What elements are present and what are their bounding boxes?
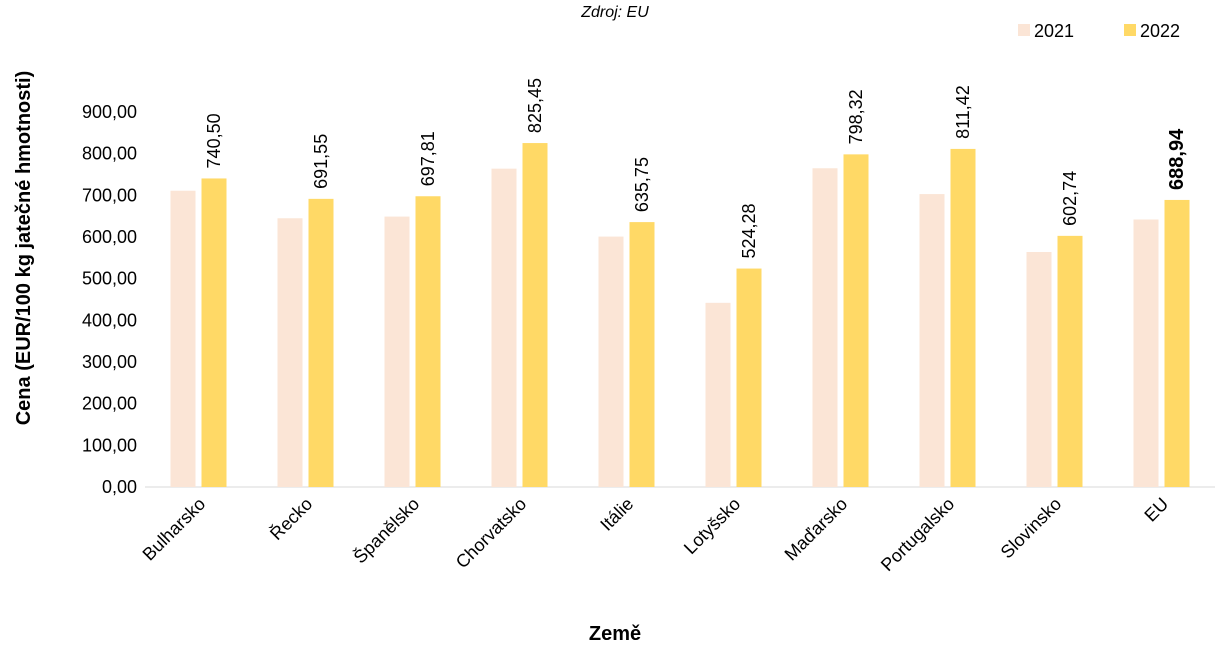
bar-2021 (1133, 219, 1159, 487)
data-label: 602,74 (1060, 171, 1080, 226)
y-tick-label: 600,00 (82, 227, 137, 247)
x-tick-label: EU (1140, 494, 1172, 526)
x-tick-label: Itálie (596, 494, 637, 535)
x-axis-title: Země (589, 623, 641, 645)
data-label: 635,75 (632, 157, 652, 212)
x-tick-label: Maďarsko (781, 494, 852, 565)
y-axis-title: Cena (EUR/100 kg jatečné hmotnosti) (13, 71, 35, 426)
bar-2022 (1057, 235, 1083, 487)
y-tick-label: 200,00 (82, 394, 137, 414)
bar-2021 (1026, 252, 1052, 487)
legend-swatch-2022 (1124, 24, 1136, 36)
y-tick-label: 300,00 (82, 352, 137, 372)
bar-2022 (736, 268, 762, 487)
bar-2021 (491, 168, 517, 487)
x-tick-label: Bulharsko (139, 494, 210, 565)
x-tick-label: Chorvatsko (452, 494, 531, 573)
chart-source-note: Zdroj: EU (581, 4, 649, 21)
x-tick-label: Slovinsko (997, 494, 1066, 563)
bar-2021 (598, 236, 624, 487)
legend-swatch-2021 (1018, 24, 1030, 36)
y-tick-label: 0,00 (102, 477, 137, 497)
bar-2022 (201, 178, 227, 488)
data-label: 811,42 (953, 85, 973, 139)
x-tick-label: Portugalsko (877, 494, 958, 575)
bar-2021 (705, 302, 731, 487)
y-tick-label: 700,00 (82, 185, 137, 205)
y-tick-label: 500,00 (82, 269, 137, 289)
x-tick-label: Lotyšsko (680, 494, 744, 558)
y-tick-label: 800,00 (82, 144, 137, 164)
x-tick-label: Španělsko (349, 493, 423, 567)
bar-2021 (919, 194, 945, 488)
x-tick-label: Řecko (266, 494, 316, 544)
bar-2021 (812, 168, 838, 487)
bar-2022 (308, 198, 334, 487)
legend-label-2022: 2022 (1140, 21, 1180, 41)
legend-label-2021: 2021 (1034, 21, 1074, 41)
y-tick-label: 400,00 (82, 310, 137, 330)
bar-2021 (277, 218, 303, 487)
data-label: 697,81 (418, 131, 438, 186)
bar-2022 (843, 154, 869, 487)
data-label: 740,50 (204, 113, 224, 168)
y-tick-label: 100,00 (82, 435, 137, 455)
data-label: 691,55 (311, 134, 331, 189)
bar-2021 (170, 190, 196, 487)
data-label: 524,28 (739, 203, 759, 258)
bar-2022 (950, 148, 976, 488)
bar-2022 (1164, 199, 1190, 488)
data-label: 798,32 (846, 89, 866, 144)
bar-2021 (384, 216, 410, 488)
data-label: 825,45 (525, 78, 545, 133)
y-tick-label: 900,00 (82, 102, 137, 122)
bar-2022 (415, 196, 441, 487)
bar-2022 (522, 143, 548, 487)
bar-2022 (629, 222, 655, 487)
data-label: 688,94 (1166, 128, 1188, 190)
